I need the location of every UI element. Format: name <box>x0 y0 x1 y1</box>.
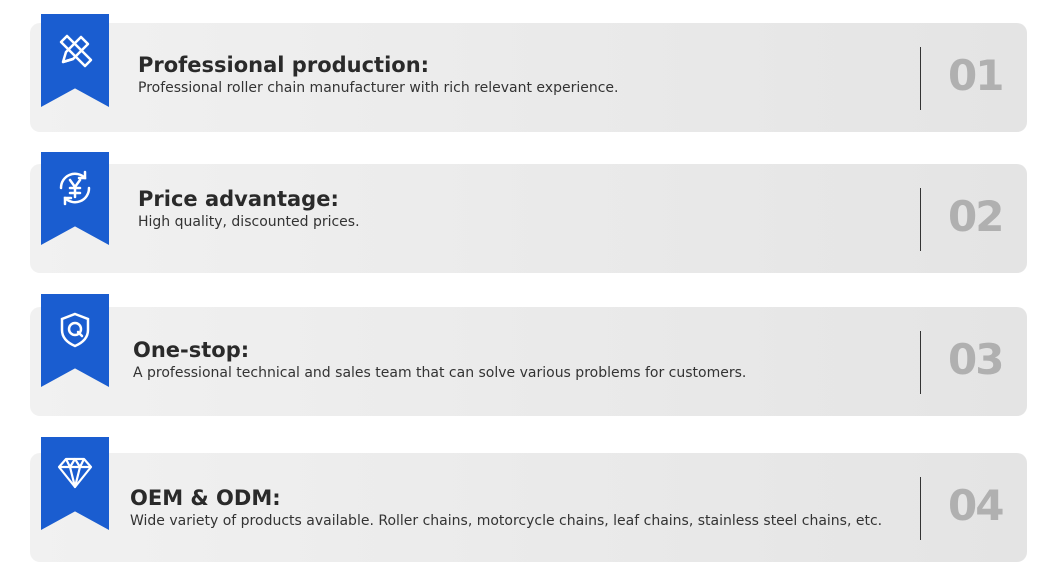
feature-number: 01 <box>948 51 1004 100</box>
pencil-ruler-icon <box>59 34 93 68</box>
feature-title: OEM & ODM: <box>130 486 281 510</box>
divider <box>920 477 921 540</box>
feature-number: 02 <box>948 192 1004 241</box>
feature-card-2: Price advantage: High quality, discounted… <box>30 164 1027 273</box>
feature-description: High quality, discounted prices. <box>138 214 360 230</box>
divider <box>920 331 921 394</box>
divider <box>920 47 921 110</box>
feature-card-1: Professional production: Professional rol… <box>30 23 1027 132</box>
shield-q-icon <box>60 312 90 348</box>
feature-description: Professional roller chain manufacturer w… <box>138 80 619 96</box>
feature-description: Wide variety of products available. Roll… <box>130 513 883 529</box>
diamond-icon <box>57 457 93 489</box>
feature-number: 03 <box>948 335 1004 384</box>
yen-exchange-icon <box>59 170 91 206</box>
feature-title: Professional production: <box>138 53 430 77</box>
feature-card-4: OEM & ODM: Wide variety of products avail… <box>30 453 1027 562</box>
feature-title: Price advantage: <box>138 187 339 211</box>
divider <box>920 188 921 251</box>
feature-number: 04 <box>948 481 1004 530</box>
feature-title: One-stop: <box>133 338 250 362</box>
feature-description: A professional technical and sales team … <box>133 365 747 381</box>
feature-card-3: One-stop: A professional technical and sa… <box>30 307 1027 416</box>
